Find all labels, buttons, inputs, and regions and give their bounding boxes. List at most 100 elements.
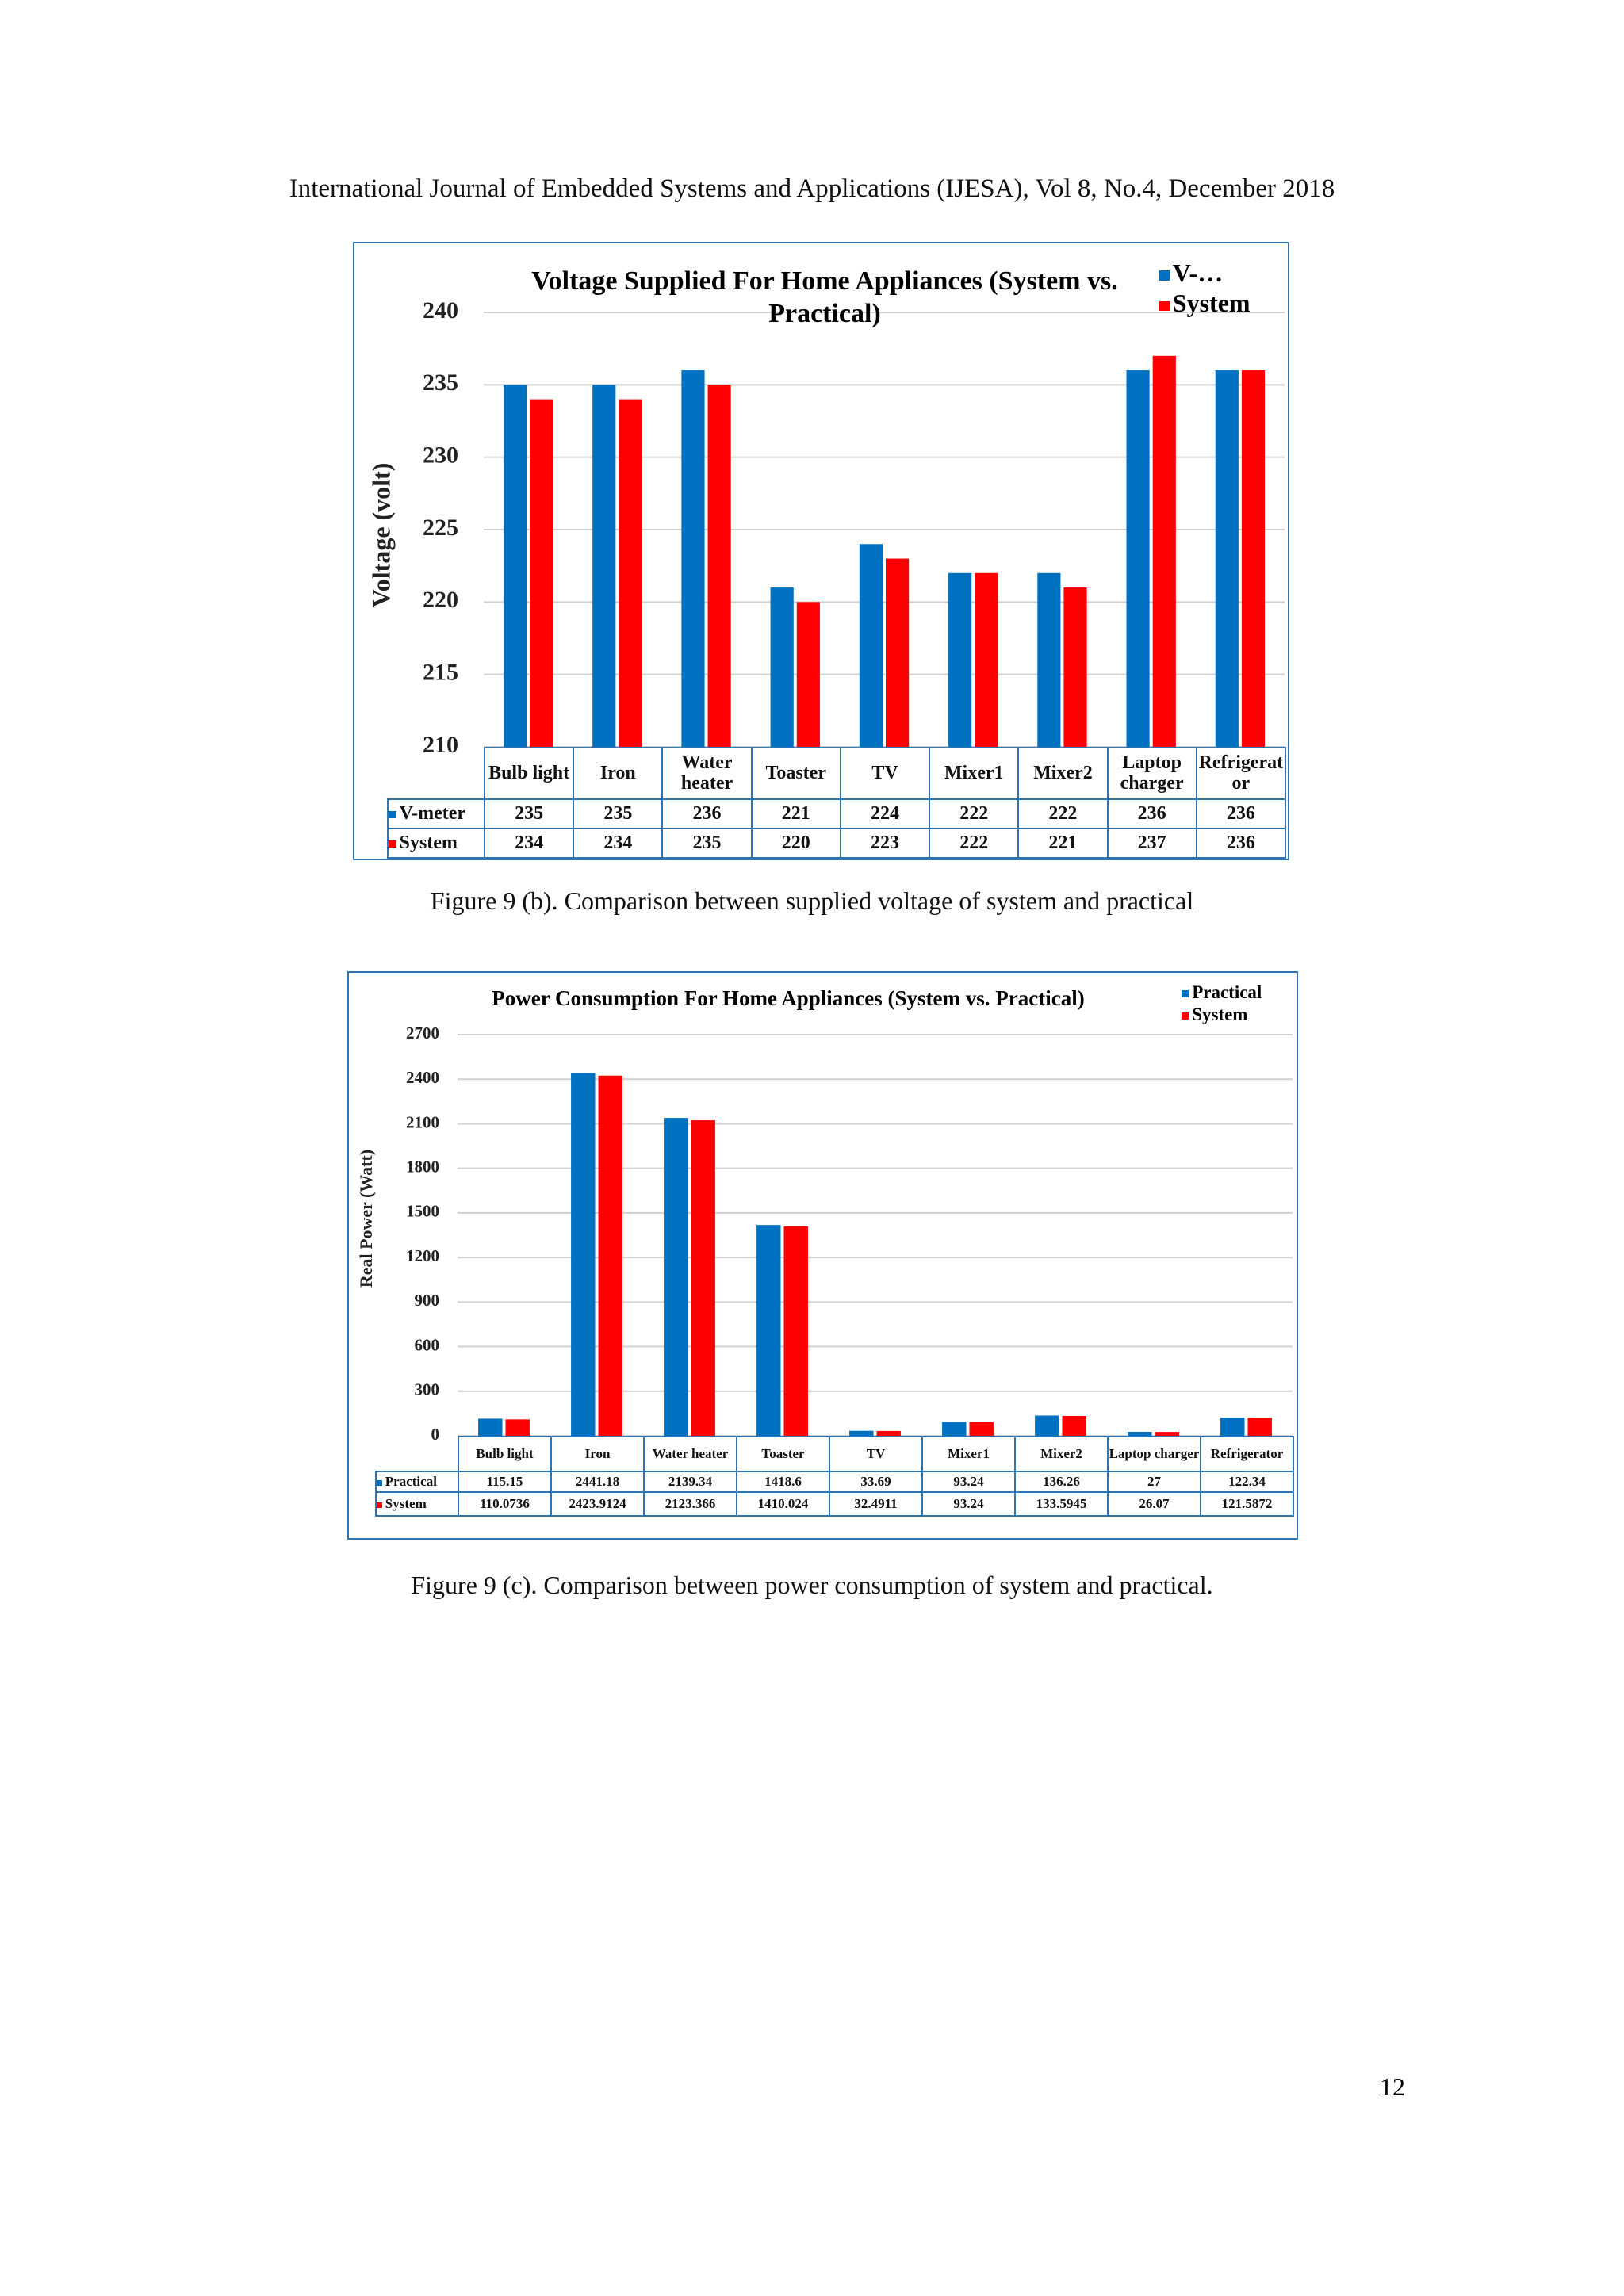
bar	[598, 1075, 622, 1436]
legend-swatch	[389, 840, 396, 848]
table-series-row: V-meter 235 235 236 221 224 222 222 236 236	[387, 798, 1286, 829]
category-label: Refrigerator	[1195, 747, 1286, 800]
y-tick-label: 1500	[406, 1202, 439, 1221]
y-tick-label: 240	[423, 297, 458, 323]
legend-swatch	[1159, 300, 1170, 312]
table-value: 234	[573, 828, 664, 859]
table-header-row: Bulb light Iron Water heater Toaster TV Mixer…	[376, 1436, 1294, 1472]
bar	[1247, 1418, 1272, 1436]
table-value: 235	[661, 828, 753, 859]
table-value: 236	[661, 798, 753, 829]
category-label: Iron	[550, 1436, 645, 1472]
bar	[619, 399, 642, 747]
series-name: V-meter	[399, 802, 466, 824]
category-label: Toaster	[750, 747, 841, 800]
running-header: International Journal of Embedded System…	[289, 174, 1335, 203]
bar	[503, 385, 527, 747]
y-tick-label: 220	[423, 587, 458, 613]
bar	[796, 602, 820, 747]
legend-label: System	[1192, 1004, 1248, 1024]
y-tick-label: 600	[415, 1335, 440, 1354]
table-value: 236	[1195, 798, 1286, 829]
table-value: 93.24	[921, 1491, 1016, 1517]
table-value: 2441.18	[550, 1471, 645, 1493]
bar	[1220, 1418, 1245, 1436]
bar	[969, 1422, 994, 1436]
legend: Practical System	[1182, 982, 1262, 1025]
table-corner	[376, 1437, 458, 1471]
bar	[1063, 587, 1087, 747]
figure-caption: Figure 9 (b). Comparison between supplie…	[430, 886, 1194, 915]
table-value: 110.0736	[458, 1491, 552, 1517]
category-label: Water heater	[661, 747, 753, 800]
table-value: 221	[1017, 828, 1109, 859]
bar	[530, 399, 553, 747]
table-value: 236	[1195, 828, 1286, 859]
bar	[505, 1419, 530, 1436]
bar	[1155, 1432, 1179, 1436]
table-value: 236	[1106, 798, 1197, 829]
legend-swatch	[1182, 1012, 1189, 1020]
category-label: Laptop charger	[1107, 1436, 1201, 1472]
bar	[770, 587, 794, 747]
bar	[876, 1430, 901, 1436]
series-name-cell: V-meter	[387, 798, 485, 829]
bar	[707, 385, 731, 747]
y-tick-label: 225	[423, 515, 458, 541]
bar	[681, 370, 705, 747]
table-value: 235	[573, 798, 664, 829]
legend-swatch	[389, 810, 396, 819]
y-tick-label: 215	[423, 660, 458, 686]
category-label: Laptop charger	[1106, 747, 1197, 800]
table-series-row: System 110.0736 2423.9124 2123.366 1410.024 3…	[375, 1491, 1294, 1517]
data-table: Bulb light Iron Water heater Toaster TV Mixer…	[375, 1436, 1294, 1517]
bar	[1215, 370, 1239, 747]
category-label: TV	[829, 1436, 923, 1472]
table-value: 222	[929, 798, 1020, 829]
table-value: 1410.024	[736, 1491, 830, 1517]
y-tick-label: 300	[415, 1380, 440, 1399]
table-value: 136.26	[1014, 1471, 1109, 1493]
table-value: 33.69	[829, 1471, 923, 1493]
y-tick-label: 235	[423, 369, 458, 396]
table-value: 27	[1107, 1471, 1201, 1493]
figure-caption: Figure 9 (c). Comparison between power c…	[411, 1571, 1213, 1599]
table-header-row: Bulb light Iron Water heater Toaster TV Mixer…	[388, 747, 1286, 800]
table-value: 122.34	[1200, 1471, 1294, 1493]
category-label: Mixer2	[1014, 1436, 1109, 1472]
page-number: 12	[1380, 2072, 1405, 2101]
y-tick-label: 230	[423, 442, 458, 469]
category-label: Bulb light	[458, 1436, 552, 1472]
chart-frame	[353, 242, 1289, 860]
bar	[1152, 355, 1176, 747]
table-series-row: Practical 115.15 2441.18 2139.34 1418.6 33.69…	[375, 1471, 1294, 1493]
y-tick-label: 2100	[406, 1112, 439, 1131]
y-tick-label: 1200	[406, 1246, 439, 1265]
category-label: TV	[839, 747, 931, 800]
table-value: 2423.9124	[550, 1491, 645, 1517]
category-label: Toaster	[736, 1436, 830, 1472]
category-label: Bulb light	[483, 747, 575, 800]
y-tick-label: 1800	[406, 1157, 439, 1176]
table-corner	[388, 748, 485, 799]
y-tick-label: 900	[415, 1291, 440, 1310]
table-value: 115.15	[458, 1471, 552, 1493]
bar	[942, 1422, 967, 1436]
bar	[783, 1226, 808, 1436]
table-value: 237	[1106, 828, 1197, 859]
category-label: Refrigerator	[1200, 1436, 1294, 1472]
bar	[975, 572, 998, 747]
chart-title: Voltage Supplied For Home Appliances (Sy…	[531, 266, 1118, 328]
table-value: 121.5872	[1200, 1491, 1294, 1517]
table-value: 2139.34	[643, 1471, 737, 1493]
category-label: Water heater	[643, 1436, 737, 1472]
table-value: 1418.6	[736, 1471, 830, 1493]
legend-swatch	[377, 1502, 382, 1508]
bar	[948, 572, 972, 747]
y-axis-title: Voltage (volt)	[366, 463, 395, 608]
chart-frame	[347, 971, 1298, 1540]
bar	[859, 544, 883, 747]
table-value: 26.07	[1107, 1491, 1201, 1517]
y-tick-label: 2700	[406, 1024, 439, 1043]
